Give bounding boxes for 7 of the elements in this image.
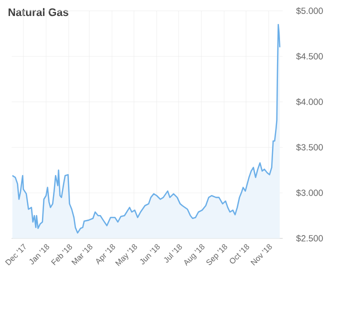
y-tick-label: $4.500 [296, 52, 323, 60]
chart-title: Natural Gas [8, 8, 68, 16]
y-tick-label: $4.000 [296, 98, 323, 106]
y-tick-label: $3.500 [296, 144, 323, 151]
y-tick-label: $3.000 [296, 189, 323, 196]
y-tick-label: $2.500 [296, 234, 323, 242]
y-tick-label: $5.000 [296, 7, 323, 14]
